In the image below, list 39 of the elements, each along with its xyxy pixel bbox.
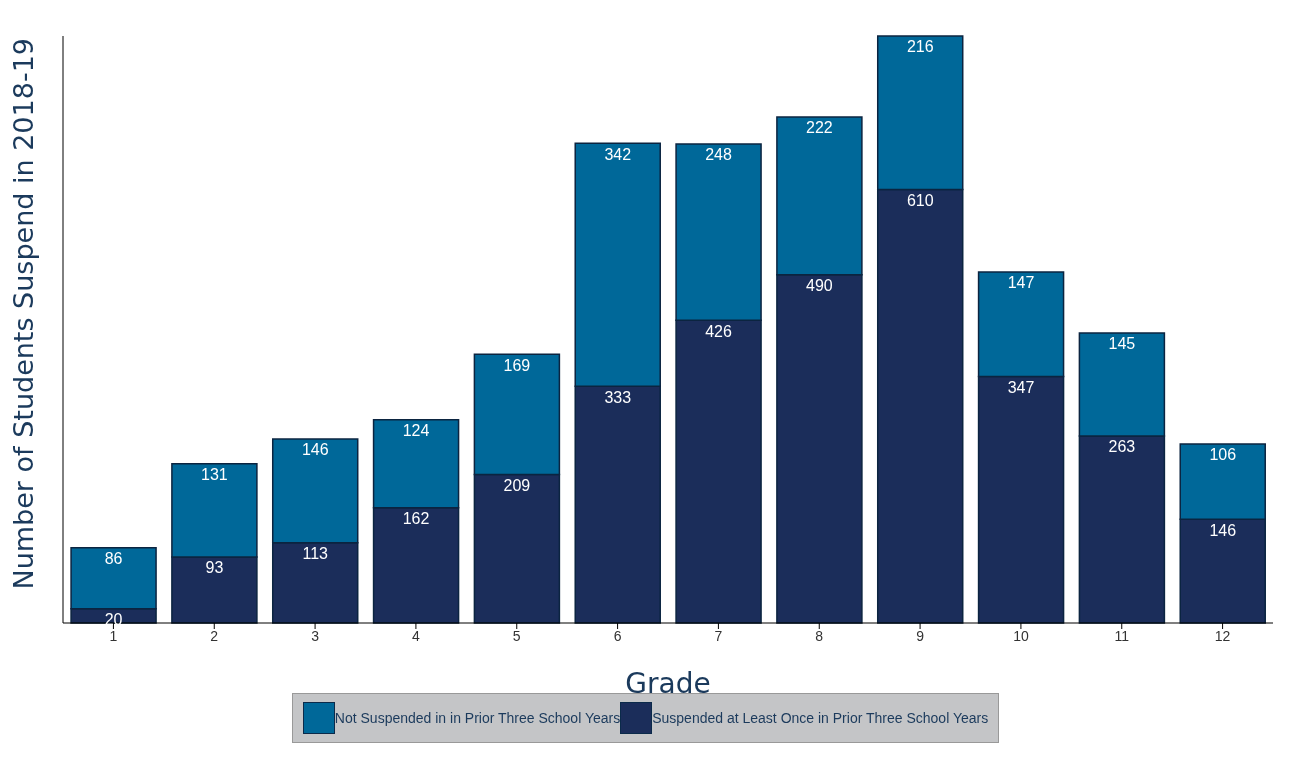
data-label: 86	[104, 550, 123, 568]
x-tick-label: 11	[1114, 627, 1130, 644]
x-axis-title: Grade	[625, 667, 711, 700]
x-tick-label: 3	[311, 627, 320, 644]
x-tick-label: 1	[109, 627, 118, 644]
x-tick-label: 4	[412, 627, 421, 644]
data-label: 610	[906, 191, 934, 209]
x-tick-label: 12	[1214, 627, 1231, 644]
y-axis-title: Number of Students Suspend in 2018-19	[7, 38, 39, 590]
x-tick-label: 8	[815, 627, 824, 644]
data-label: 216	[906, 38, 934, 56]
data-label: 490	[806, 277, 833, 295]
data-label: 146	[1209, 521, 1237, 539]
x-tick-label: 10	[1013, 627, 1029, 644]
data-label: 131	[201, 466, 228, 484]
data-label: 222	[806, 119, 833, 137]
legend-label: Not Suspended in in Prior Three School Years	[334, 710, 621, 726]
data-label: 333	[604, 388, 632, 406]
data-label: 93	[205, 559, 224, 577]
x-tick-label: 7	[714, 627, 723, 644]
data-label: 145	[1108, 335, 1136, 353]
x-tick-label: 2	[210, 627, 219, 644]
data-label: 162	[402, 510, 430, 528]
x-tick-label: 6	[613, 627, 622, 644]
data-label: 113	[302, 545, 329, 563]
data-label: 347	[1007, 378, 1035, 396]
data-label: 263	[1108, 438, 1136, 456]
data-label: 169	[503, 356, 531, 374]
data-label: 426	[705, 322, 733, 340]
data-label: 106	[1209, 446, 1237, 464]
data-label: 124	[402, 422, 430, 440]
legend-label: Suspended at Least Once in Prior Three School Years	[652, 710, 989, 726]
x-tick-label: 5	[512, 627, 521, 644]
data-label: 209	[503, 476, 531, 494]
data-label: 248	[705, 146, 733, 164]
data-label: 342	[604, 145, 632, 163]
x-tick-label: 9	[916, 627, 925, 644]
data-label: 146	[301, 441, 329, 459]
data-label: 147	[1007, 274, 1035, 292]
